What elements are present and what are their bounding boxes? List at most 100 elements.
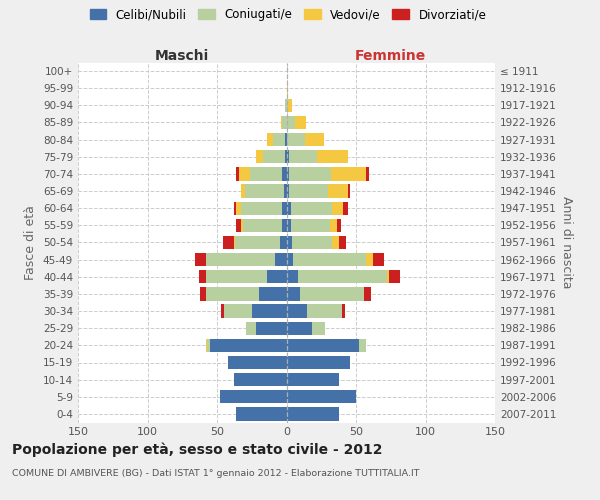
Bar [250,167,283,180]
Bar [206,338,207,352]
Bar [275,253,287,266]
Bar [329,218,337,232]
Bar [289,167,331,180]
Bar [295,116,306,129]
Bar [347,184,350,198]
Bar [281,116,283,129]
Bar [290,218,329,232]
Bar [305,133,324,146]
Bar [287,407,340,420]
Text: Popolazione per età, sesso e stato civile - 2012: Popolazione per età, sesso e stato civil… [12,442,383,457]
Bar [195,253,206,266]
Bar [317,150,347,164]
Bar [364,287,371,300]
Bar [241,218,244,232]
Bar [287,98,288,112]
Bar [239,167,250,180]
Bar [331,167,366,180]
Bar [307,304,342,318]
Bar [263,150,285,164]
Bar [287,202,290,215]
Bar [244,218,283,232]
Bar [267,270,287,283]
Bar [311,322,325,335]
Bar [287,116,295,129]
Bar [287,322,311,335]
Bar [207,338,210,352]
Bar [252,304,287,318]
Bar [223,236,233,249]
Bar [256,322,287,335]
Bar [235,236,280,249]
Bar [337,218,341,232]
Bar [287,390,356,404]
Bar [283,167,287,180]
Bar [246,322,256,335]
Bar [233,236,235,249]
Bar [359,338,366,352]
Bar [236,218,241,232]
Bar [259,287,287,300]
Bar [200,287,206,300]
Bar [287,236,292,249]
Bar [236,202,241,215]
Bar [284,184,287,198]
Bar [287,338,359,352]
Bar [224,304,252,318]
Text: Maschi: Maschi [155,48,209,62]
Bar [283,218,287,232]
Legend: Celibi/Nubili, Coniugati/e, Vedovi/e, Divorziati/e: Celibi/Nubili, Coniugati/e, Vedovi/e, Di… [85,4,491,26]
Bar [228,356,287,369]
Bar [301,287,364,300]
Bar [366,253,373,266]
Bar [236,407,287,420]
Bar [343,202,347,215]
Bar [206,253,275,266]
Bar [233,373,287,386]
Y-axis label: Fasce di età: Fasce di età [25,205,37,280]
Bar [289,184,328,198]
Bar [389,270,400,283]
Bar [287,82,288,95]
Bar [287,133,305,146]
Bar [256,150,263,164]
Bar [292,236,332,249]
Bar [332,236,340,249]
Bar [332,202,343,215]
Bar [233,202,236,215]
Bar [366,167,368,180]
Bar [267,133,272,146]
Bar [287,304,307,318]
Bar [287,287,301,300]
Bar [283,116,287,129]
Bar [241,202,283,215]
Bar [283,202,287,215]
Bar [285,133,287,146]
Bar [287,356,350,369]
Bar [289,150,317,164]
Bar [328,184,347,198]
Text: COMUNE DI AMBIVERE (BG) - Dati ISTAT 1° gennaio 2012 - Elaborazione TUTTITALIA.I: COMUNE DI AMBIVERE (BG) - Dati ISTAT 1° … [12,468,419,477]
Bar [287,253,293,266]
Bar [280,236,287,249]
Bar [287,373,340,386]
Bar [298,270,386,283]
Bar [290,202,332,215]
Bar [220,390,287,404]
Bar [288,98,292,112]
Bar [206,270,267,283]
Bar [342,304,345,318]
Bar [287,167,289,180]
Bar [373,253,384,266]
Bar [245,184,284,198]
Y-axis label: Anni di nascita: Anni di nascita [560,196,573,289]
Bar [285,150,287,164]
Bar [241,184,245,198]
Bar [236,167,239,180]
Bar [210,338,287,352]
Bar [206,287,259,300]
Bar [272,133,285,146]
Bar [287,150,289,164]
Bar [287,270,298,283]
Bar [287,184,289,198]
